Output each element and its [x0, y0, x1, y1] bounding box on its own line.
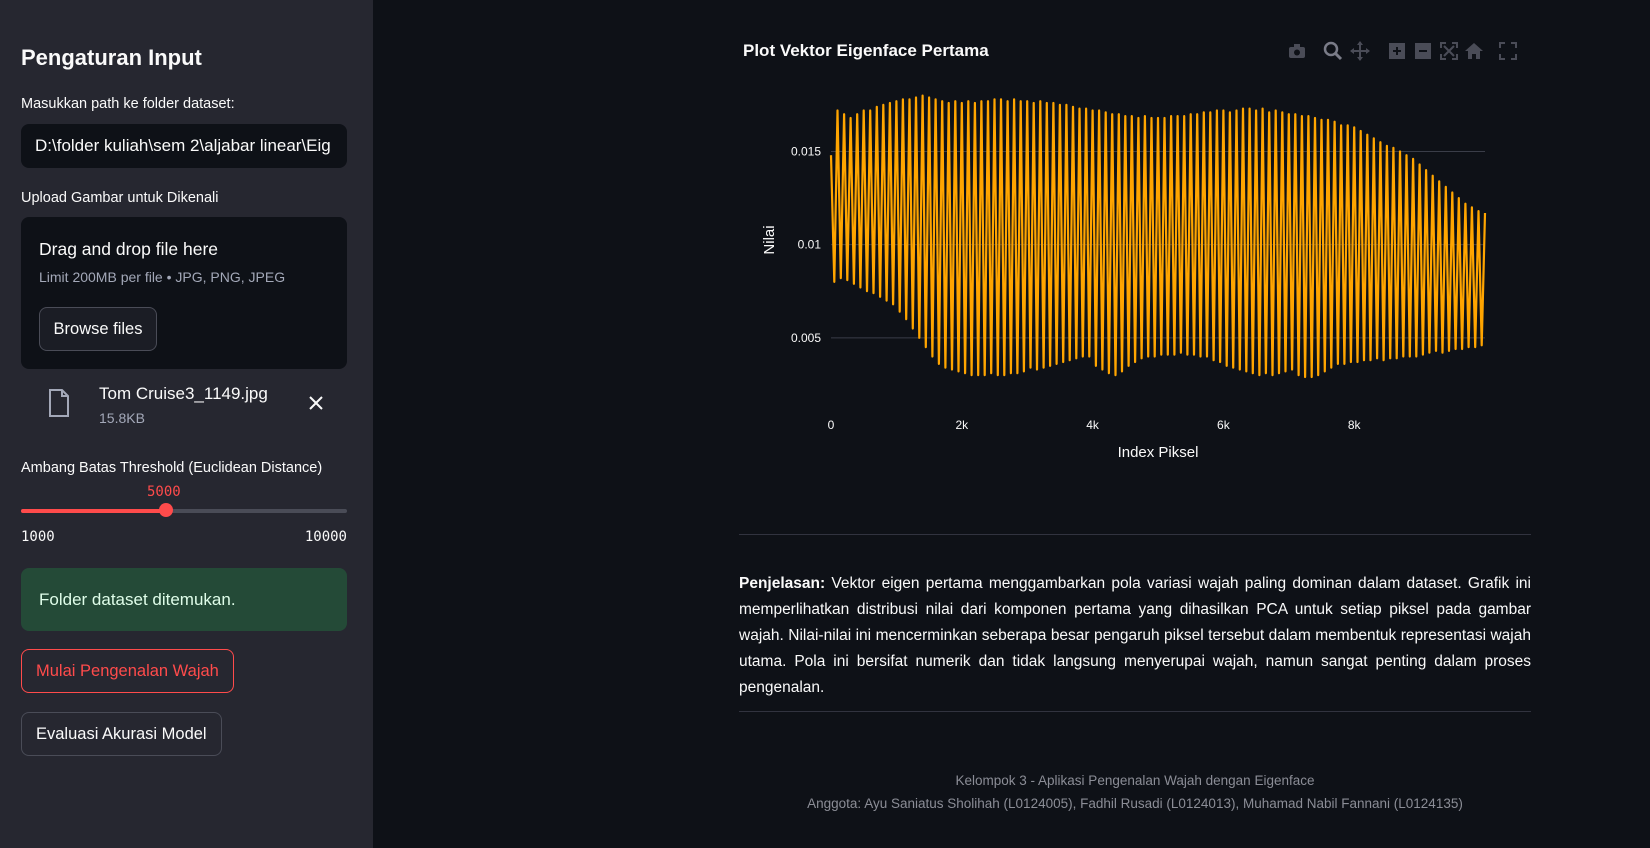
zoom-icon[interactable]	[1322, 40, 1344, 62]
browse-files-button[interactable]: Browse files	[39, 307, 157, 351]
slider-fill	[21, 509, 166, 513]
footer-members: Anggota: Ayu Saniatus Sholihah (L0124005…	[807, 796, 1463, 811]
x-tick-label: 8k	[1348, 418, 1362, 432]
x-tick-label: 4k	[1086, 418, 1100, 432]
upload-label: Upload Gambar untuk Dikenali	[21, 190, 219, 206]
fullscreen-icon[interactable]	[1497, 40, 1519, 62]
sidebar-title: Pengaturan Input	[21, 45, 202, 70]
x-tick-label: 2k	[955, 418, 969, 432]
dropzone-title: Drag and drop file here	[39, 239, 218, 259]
slider-max-label: 10000	[304, 529, 347, 545]
zoom-in-icon[interactable]	[1386, 40, 1408, 62]
slider-min-label: 1000	[21, 529, 55, 545]
autoscale-icon[interactable]	[1438, 40, 1460, 62]
slider-thumb[interactable]	[158, 503, 173, 517]
threshold-slider[interactable]	[21, 503, 347, 517]
eigenvector-line	[829, 94, 1487, 379]
home-icon[interactable]	[1463, 40, 1485, 62]
zoom-out-icon[interactable]	[1412, 40, 1434, 62]
uploaded-file-item: Tom Cruise3_1149.jpg 15.8KB	[21, 378, 347, 434]
y-tick-label: 0.015	[791, 144, 821, 158]
threshold-label: Ambang Batas Threshold (Euclidean Distan…	[21, 460, 323, 476]
x-axis-label: Index Piksel	[1118, 444, 1199, 461]
chart-title: Plot Vektor Eigenface Pertama	[743, 41, 989, 60]
dropzone-limit-text: Limit 200MB per file • JPG, PNG, JPEG	[39, 269, 286, 285]
divider-top	[739, 534, 1531, 535]
x-tick-label: 0	[828, 418, 835, 432]
camera-icon[interactable]	[1286, 40, 1308, 62]
eigenface-line-chart[interactable]: 0.005 0.01 0.015 0 2k 4k 6k 8k Index Piksel Nilai	[730, 80, 1520, 470]
explanation-label: Penjelasan:	[739, 575, 826, 592]
file-name: Tom Cruise3_1149.jpg	[99, 384, 268, 403]
file-dropzone[interactable]: Drag and drop file here Limit 200MB per …	[21, 217, 347, 369]
pan-icon[interactable]	[1349, 40, 1371, 62]
explanation-body: Vektor eigen pertama menggambarkan pola …	[739, 575, 1531, 696]
start-recognition-button[interactable]: Mulai Pengenalan Wajah	[21, 649, 234, 693]
y-tick-label: 0.005	[791, 331, 821, 345]
file-size: 15.8KB	[99, 410, 145, 426]
dataset-path-input[interactable]	[21, 124, 347, 168]
x-tick-label: 6k	[1217, 418, 1231, 432]
evaluate-accuracy-button[interactable]: Evaluasi Akurasi Model	[21, 712, 222, 756]
file-icon	[49, 389, 69, 417]
close-icon[interactable]	[305, 392, 327, 414]
dataset-path-label: Masukkan path ke folder dataset:	[21, 96, 235, 112]
footer-group: Kelompok 3 - Aplikasi Pengenalan Wajah d…	[955, 773, 1315, 788]
divider-bottom	[739, 711, 1531, 712]
sidebar: Pengaturan Input Masukkan path ke folder…	[0, 0, 373, 848]
threshold-value: 5000	[147, 484, 181, 500]
y-tick-label: 0.01	[798, 238, 822, 252]
y-axis-label: Nilai	[761, 225, 778, 254]
explanation-text: Penjelasan: Vektor eigen pertama menggam…	[739, 571, 1531, 701]
success-alert: Folder dataset ditemukan.	[21, 568, 347, 631]
